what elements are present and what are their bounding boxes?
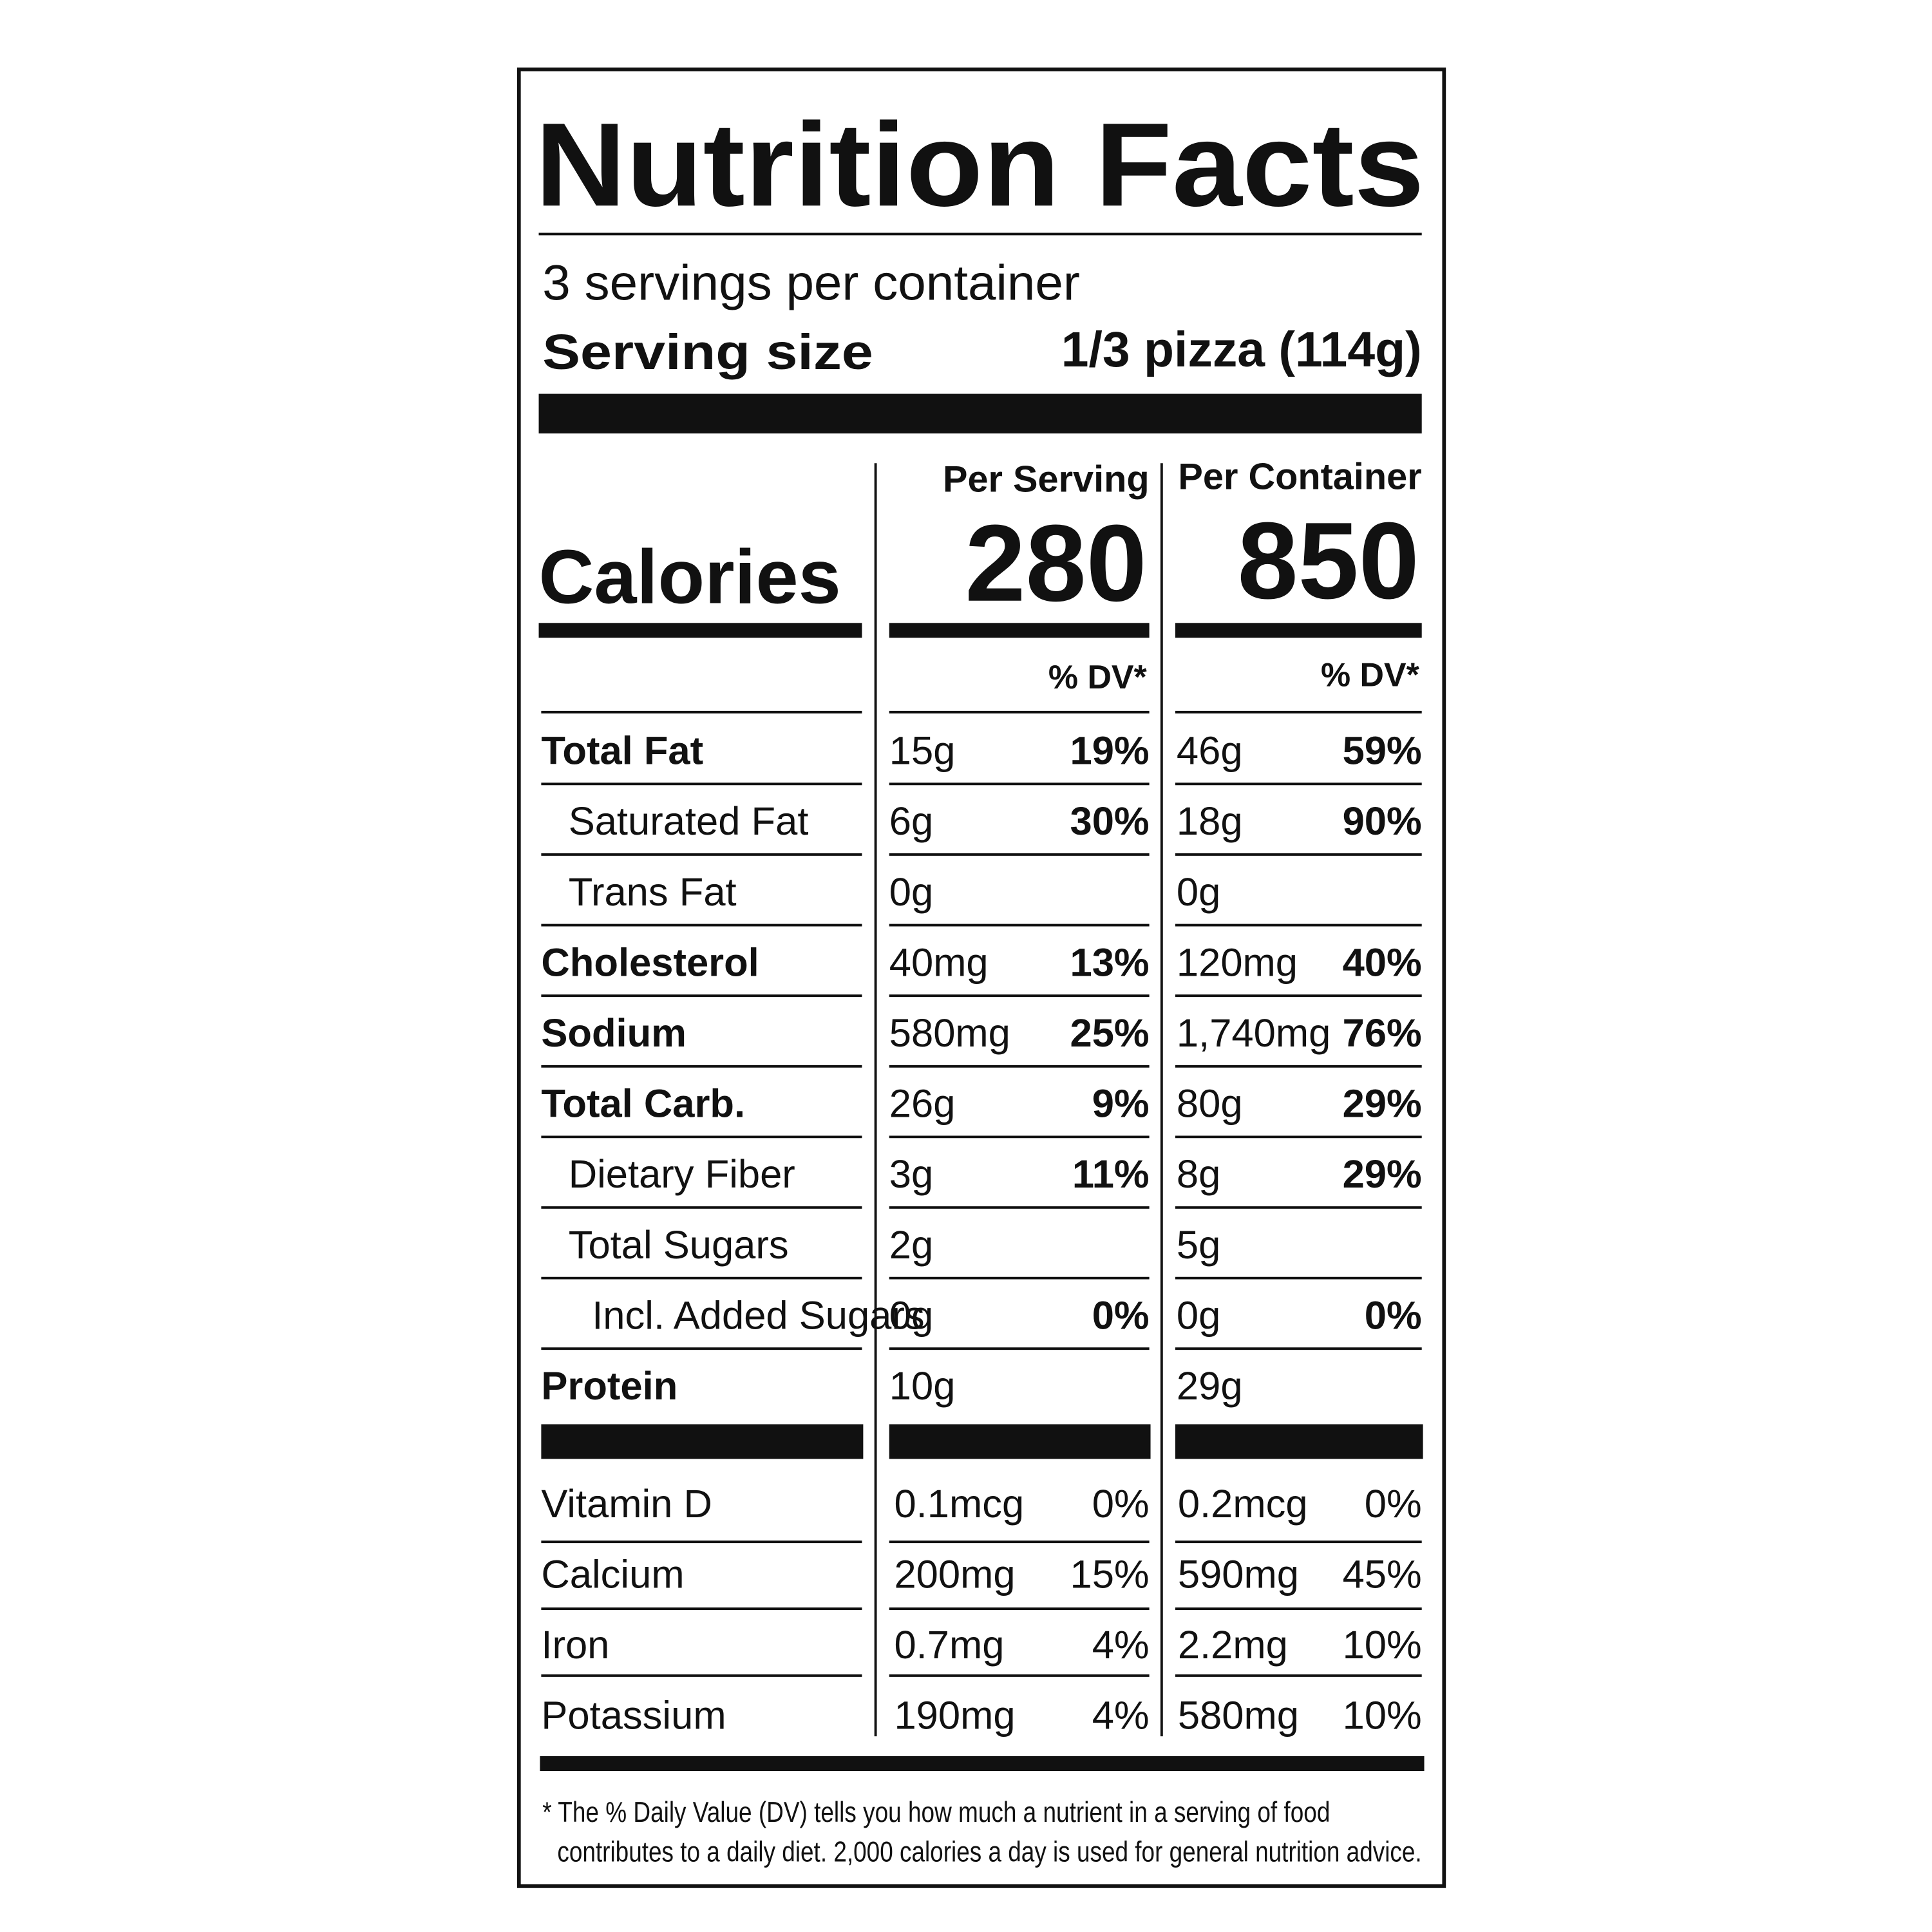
thick-rule	[1175, 623, 1422, 638]
amount: 40mg	[889, 940, 989, 985]
amount: 6g	[889, 799, 933, 844]
daily-value: 11%	[1072, 1152, 1150, 1197]
daily-value: 0%	[1365, 1293, 1422, 1338]
amount: 190mg	[894, 1694, 1015, 1738]
daily-value: 13%	[1070, 940, 1149, 985]
calories-value: 850	[1238, 500, 1419, 621]
amount: 10g	[889, 1364, 956, 1408]
daily-value: 90%	[1343, 799, 1422, 844]
nutrient-name: Dietary Fiber	[569, 1152, 795, 1197]
servings: 3 servings per container	[542, 255, 1080, 310]
amount: 46g	[1177, 729, 1243, 773]
thick-rule	[538, 623, 862, 638]
amount: 0.2mcg	[1178, 1482, 1308, 1526]
nutrient-name: Incl. Added Sugars	[592, 1293, 924, 1338]
daily-value: 4%	[1092, 1623, 1150, 1667]
daily-value: 25%	[1070, 1011, 1149, 1056]
thick-rule	[538, 393, 1422, 434]
daily-value: 15%	[1070, 1552, 1149, 1596]
serving-size-label: Serving size	[542, 325, 873, 380]
thick-rule	[540, 1756, 1425, 1771]
amount: 8g	[1177, 1152, 1220, 1197]
daily-value: 10%	[1343, 1694, 1422, 1738]
title: Nutrition Facts	[535, 99, 1425, 231]
thick-rule	[889, 1424, 1151, 1459]
daily-value: 30%	[1070, 799, 1149, 844]
daily-value: 9%	[1092, 1082, 1150, 1126]
amount: 5g	[1177, 1223, 1220, 1267]
nutrient-name: Cholesterol	[541, 940, 759, 985]
amount: 3g	[889, 1152, 933, 1197]
daily-value: 4%	[1092, 1694, 1150, 1738]
thick-rule	[1175, 1424, 1423, 1459]
vitamin-name: Iron	[541, 1623, 609, 1667]
nutrient-name: Sodium	[541, 1011, 687, 1056]
amount: 0g	[889, 1293, 933, 1338]
daily-value: 29%	[1343, 1082, 1422, 1126]
daily-value: 29%	[1343, 1152, 1422, 1197]
amount: 200mg	[894, 1552, 1015, 1596]
amount: 590mg	[1178, 1552, 1299, 1596]
dv-header: % DV*	[1048, 659, 1148, 696]
amount: 26g	[889, 1082, 956, 1126]
amount: 29g	[1177, 1364, 1243, 1408]
daily-value: 0%	[1092, 1293, 1150, 1338]
daily-value: 59%	[1343, 729, 1422, 773]
thick-rule	[889, 623, 1150, 638]
daily-value: 0%	[1365, 1482, 1422, 1526]
amount: 18g	[1177, 799, 1243, 844]
nutrient-name: Total Carb.	[541, 1082, 745, 1126]
nutrient-name: Total Fat	[541, 729, 703, 773]
daily-value: 40%	[1343, 940, 1422, 985]
vitamin-name: Calcium	[541, 1552, 684, 1596]
daily-value: 19%	[1070, 729, 1149, 773]
calories-label: Calories	[539, 535, 841, 620]
footnote: * The % Daily Value (DV) tells you how m…	[542, 1797, 1330, 1828]
daily-value: 0%	[1092, 1482, 1150, 1526]
vitamin-name: Potassium	[541, 1694, 726, 1738]
amount: 580mg	[1178, 1694, 1299, 1738]
amount: 0g	[889, 870, 933, 914]
calories-value: 280	[965, 502, 1146, 624]
amount: 120mg	[1177, 940, 1298, 985]
daily-value: 45%	[1343, 1552, 1422, 1596]
daily-value: 76%	[1343, 1011, 1422, 1056]
vitamin-name: Vitamin D	[541, 1482, 712, 1526]
dv-header: % DV*	[1321, 656, 1420, 694]
nutrient-name: Protein	[541, 1364, 677, 1408]
amount: 15g	[889, 729, 956, 773]
serving-size: 1/3 pizza (114g)	[1061, 322, 1422, 377]
amount: 2.2mg	[1178, 1623, 1288, 1667]
amount: 0g	[1177, 870, 1220, 914]
daily-value: 10%	[1343, 1623, 1422, 1667]
column-header: Per Container	[1178, 457, 1421, 498]
amount: 580mg	[889, 1011, 1010, 1056]
nutrient-name: Trans Fat	[569, 870, 737, 914]
nutrient-name: Saturated Fat	[569, 799, 809, 844]
amount: 0.1mcg	[894, 1482, 1024, 1526]
footnote: contributes to a daily diet. 2,000 calor…	[557, 1836, 1421, 1868]
thick-rule	[541, 1424, 864, 1459]
label-border	[516, 67, 1446, 1888]
nutrient-name: Total Sugars	[569, 1223, 789, 1267]
amount: 1,740mg	[1177, 1011, 1331, 1056]
amount: 80g	[1177, 1082, 1243, 1126]
amount: 2g	[889, 1223, 933, 1267]
amount: 0.7mg	[894, 1623, 1004, 1667]
column-header: Per Serving	[943, 459, 1150, 500]
amount: 0g	[1177, 1293, 1220, 1338]
